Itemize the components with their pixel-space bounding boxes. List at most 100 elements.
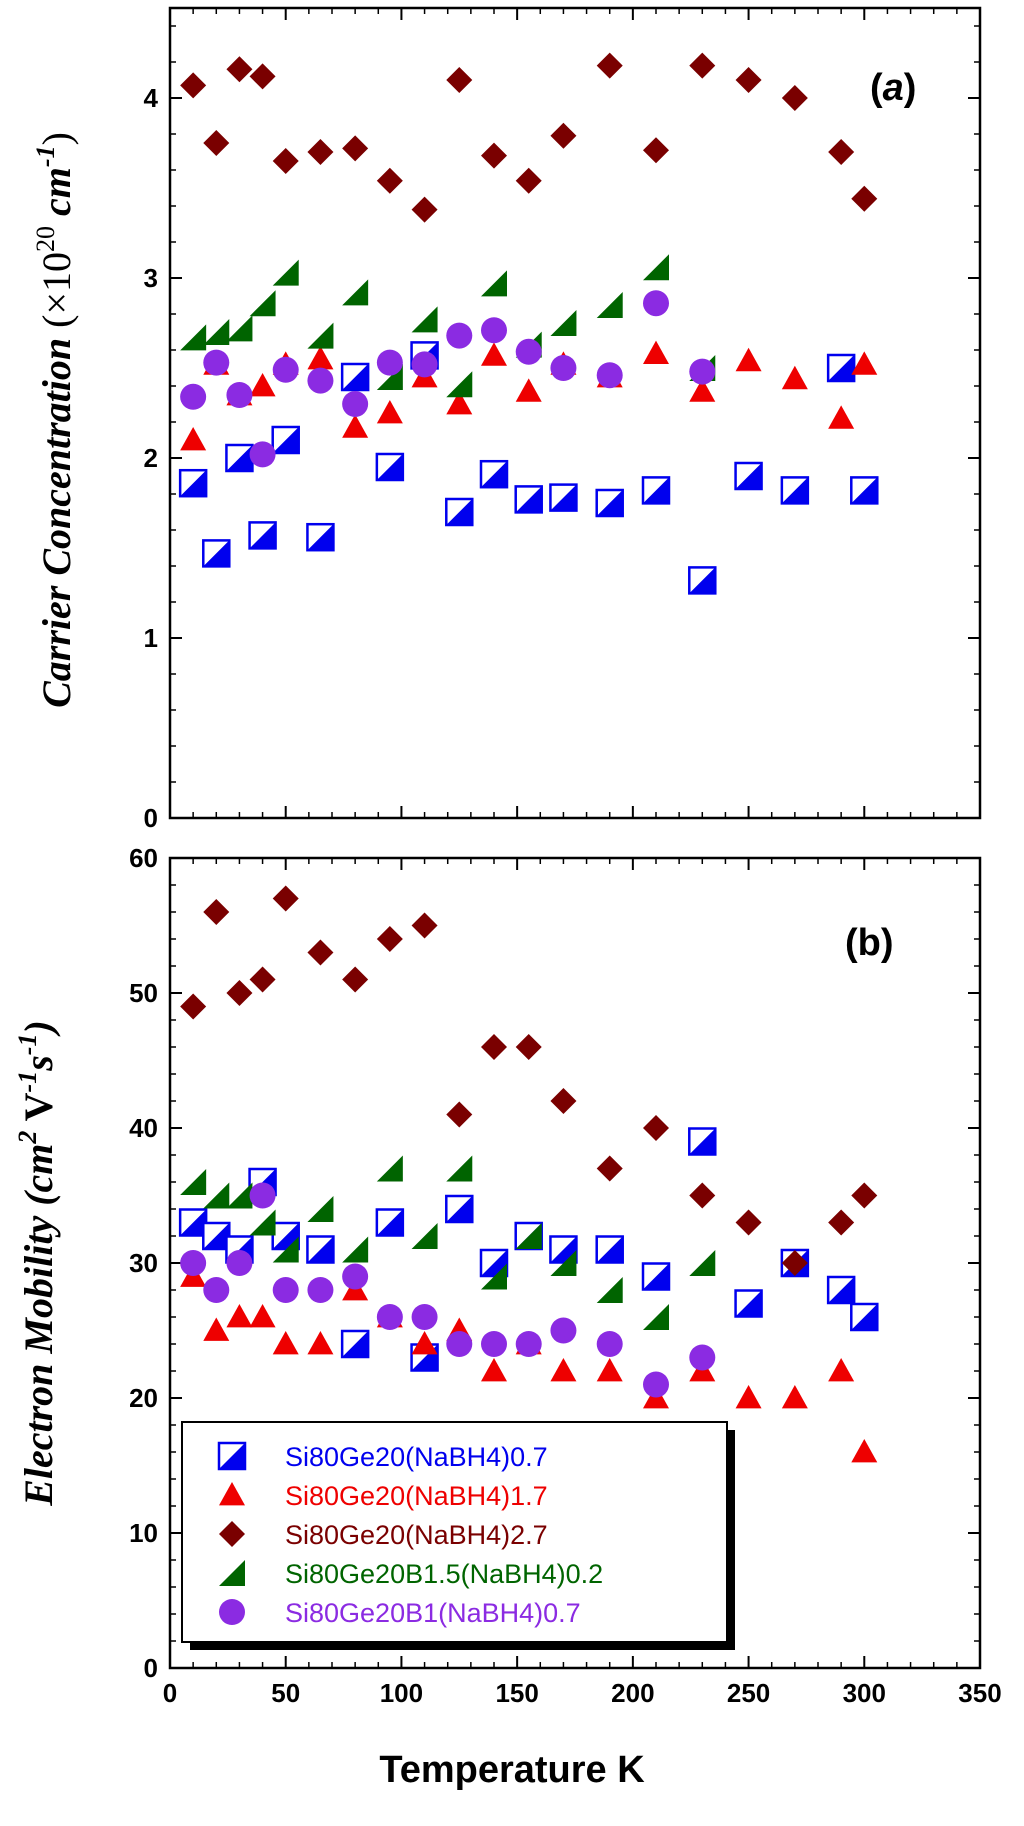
point-a-halfsquare: [549, 483, 578, 512]
point-a-diamond: [515, 167, 542, 194]
point-b-halfsquare: [306, 1235, 335, 1264]
legend-marker-halfsquare: [217, 1441, 247, 1471]
point-b-triangle: [851, 1439, 878, 1463]
legend-label: Si80Ge20B1.5(NaBH4)0.2: [285, 1559, 603, 1589]
point-a-triangle: [851, 351, 878, 375]
panel-b-ylabel: Electron Mobility (cm2 V-1s-1): [13, 1020, 61, 1507]
point-b-halftriangle: [596, 1277, 623, 1303]
point-a-halfsquare: [178, 468, 208, 498]
point-b-circle: [203, 1277, 230, 1303]
point-a-halfsquare: [340, 362, 370, 392]
point-a-diamond: [342, 135, 369, 162]
point-b-halfsquare: [595, 1235, 624, 1264]
point-a-diamond: [735, 67, 762, 93]
point-a-diamond: [376, 167, 403, 194]
point-b-halfsquare: [340, 1329, 370, 1359]
point-b-triangle: [550, 1358, 577, 1382]
ylabel-a-exp: 20: [31, 226, 60, 252]
point-a-circle: [203, 349, 230, 376]
point-a-triangle: [180, 427, 207, 451]
point-b-halfsquare: [826, 1275, 856, 1305]
point-a-circle: [272, 356, 299, 383]
point-a-diamond: [851, 185, 878, 212]
panel-a-label-letter: a: [883, 67, 904, 109]
point-b-circle: [446, 1331, 473, 1357]
ylabel-b-main: Electron Mobility (cm: [16, 1144, 61, 1507]
point-b-halftriangle: [689, 1250, 716, 1276]
point-b-halftriangle: [411, 1223, 438, 1249]
point-b-circle: [689, 1344, 716, 1371]
point-b-halftriangle: [307, 1196, 334, 1222]
point-b-halfsquare: [445, 1194, 474, 1224]
point-a-halfsquare: [479, 459, 509, 489]
point-b-circle: [596, 1331, 623, 1357]
point-b-halfsquare: [479, 1248, 509, 1278]
x-tick-label-b: 350: [958, 1678, 1001, 1708]
ylabel-b-s: s: [16, 1055, 61, 1072]
point-a-halftriangle: [203, 319, 230, 345]
point-b-circle: [307, 1277, 334, 1303]
point-b-triangle: [828, 1358, 855, 1382]
point-a-halfsquare: [225, 443, 254, 473]
point-a-diamond: [643, 137, 669, 164]
svg-text:Electron Mobility (cm2 V-1s-1): Electron Mobility (cm2 V-1s-1): [13, 1020, 61, 1507]
legend-items: Si80Ge20(NaBH4)0.7 Si80Ge20(NaBH4)1.7 Si80…: [217, 1441, 603, 1628]
point-b-diamond: [376, 926, 403, 952]
x-tick-label-b: 300: [843, 1678, 886, 1708]
legend-marker-diamond: [219, 1521, 245, 1547]
point-a-diamond: [481, 142, 507, 169]
point-b-diamond: [596, 1155, 623, 1182]
point-a-halftriangle: [307, 322, 334, 349]
x-tick-label-b: 150: [495, 1678, 538, 1708]
point-a-diamond: [226, 56, 253, 83]
point-a-circle: [446, 322, 473, 349]
panel-b-label: (b): [845, 922, 894, 964]
point-a-diamond: [180, 72, 207, 99]
ylabel-a-main: Carrier Concentration: [34, 328, 79, 708]
point-a-halfsquare: [780, 476, 810, 505]
point-a-halftriangle: [446, 371, 473, 398]
legend-marker-triangle: [219, 1482, 245, 1506]
point-b-diamond: [342, 966, 369, 993]
point-a-diamond: [550, 122, 577, 149]
point-b-halftriangle: [203, 1182, 230, 1209]
point-b-halftriangle: [376, 1155, 403, 1182]
legend: Si80Ge20(NaBH4)0.7 Si80Ge20(NaBH4)1.7 Si80…: [181, 1421, 735, 1650]
y-tick-label-b: 30: [129, 1248, 158, 1278]
point-b-circle: [249, 1182, 276, 1209]
point-a-circle: [550, 355, 577, 381]
point-a-diamond: [689, 52, 716, 79]
point-a-halftriangle: [272, 259, 299, 286]
point-a-circle: [481, 317, 507, 344]
point-a-circle: [249, 441, 276, 468]
y-tick-label-b: 20: [129, 1383, 158, 1413]
panel-a-marks: [178, 52, 879, 595]
point-a-circle: [307, 367, 334, 394]
point-b-diamond: [851, 1182, 878, 1209]
point-a-diamond: [781, 85, 808, 111]
point-b-halfsquare: [375, 1208, 405, 1237]
point-b-halfsquare: [549, 1235, 578, 1264]
point-a-diamond: [249, 63, 276, 90]
point-b-diamond: [515, 1034, 542, 1060]
y-tick-label-a: 0: [144, 803, 158, 833]
point-b-diamond: [272, 885, 299, 912]
ylabel-a-close: ): [34, 132, 79, 145]
legend-label: Si80Ge20(NaBH4)0.7: [285, 1442, 548, 1472]
point-b-diamond: [828, 1209, 855, 1236]
point-a-triangle: [515, 378, 542, 402]
point-b-halftriangle: [446, 1155, 473, 1182]
point-b-diamond: [307, 939, 334, 966]
point-b-halftriangle: [643, 1304, 669, 1330]
svg-text:Carrier Concentration (×1020 c: Carrier Concentration (×1020 cm-1): [31, 132, 79, 708]
point-b-halftriangle: [226, 1182, 253, 1209]
point-a-triangle: [307, 346, 334, 370]
point-a-circle: [596, 362, 623, 389]
point-a-triangle: [446, 391, 473, 415]
point-a-halfsquare: [734, 461, 763, 491]
ylabel-b-exp3: -1: [13, 1034, 42, 1056]
point-b-diamond: [689, 1182, 716, 1209]
legend-marker-halftriangle: [219, 1560, 245, 1586]
y-tick-label-a: 1: [144, 623, 158, 653]
point-b-halfsquare: [178, 1208, 208, 1237]
